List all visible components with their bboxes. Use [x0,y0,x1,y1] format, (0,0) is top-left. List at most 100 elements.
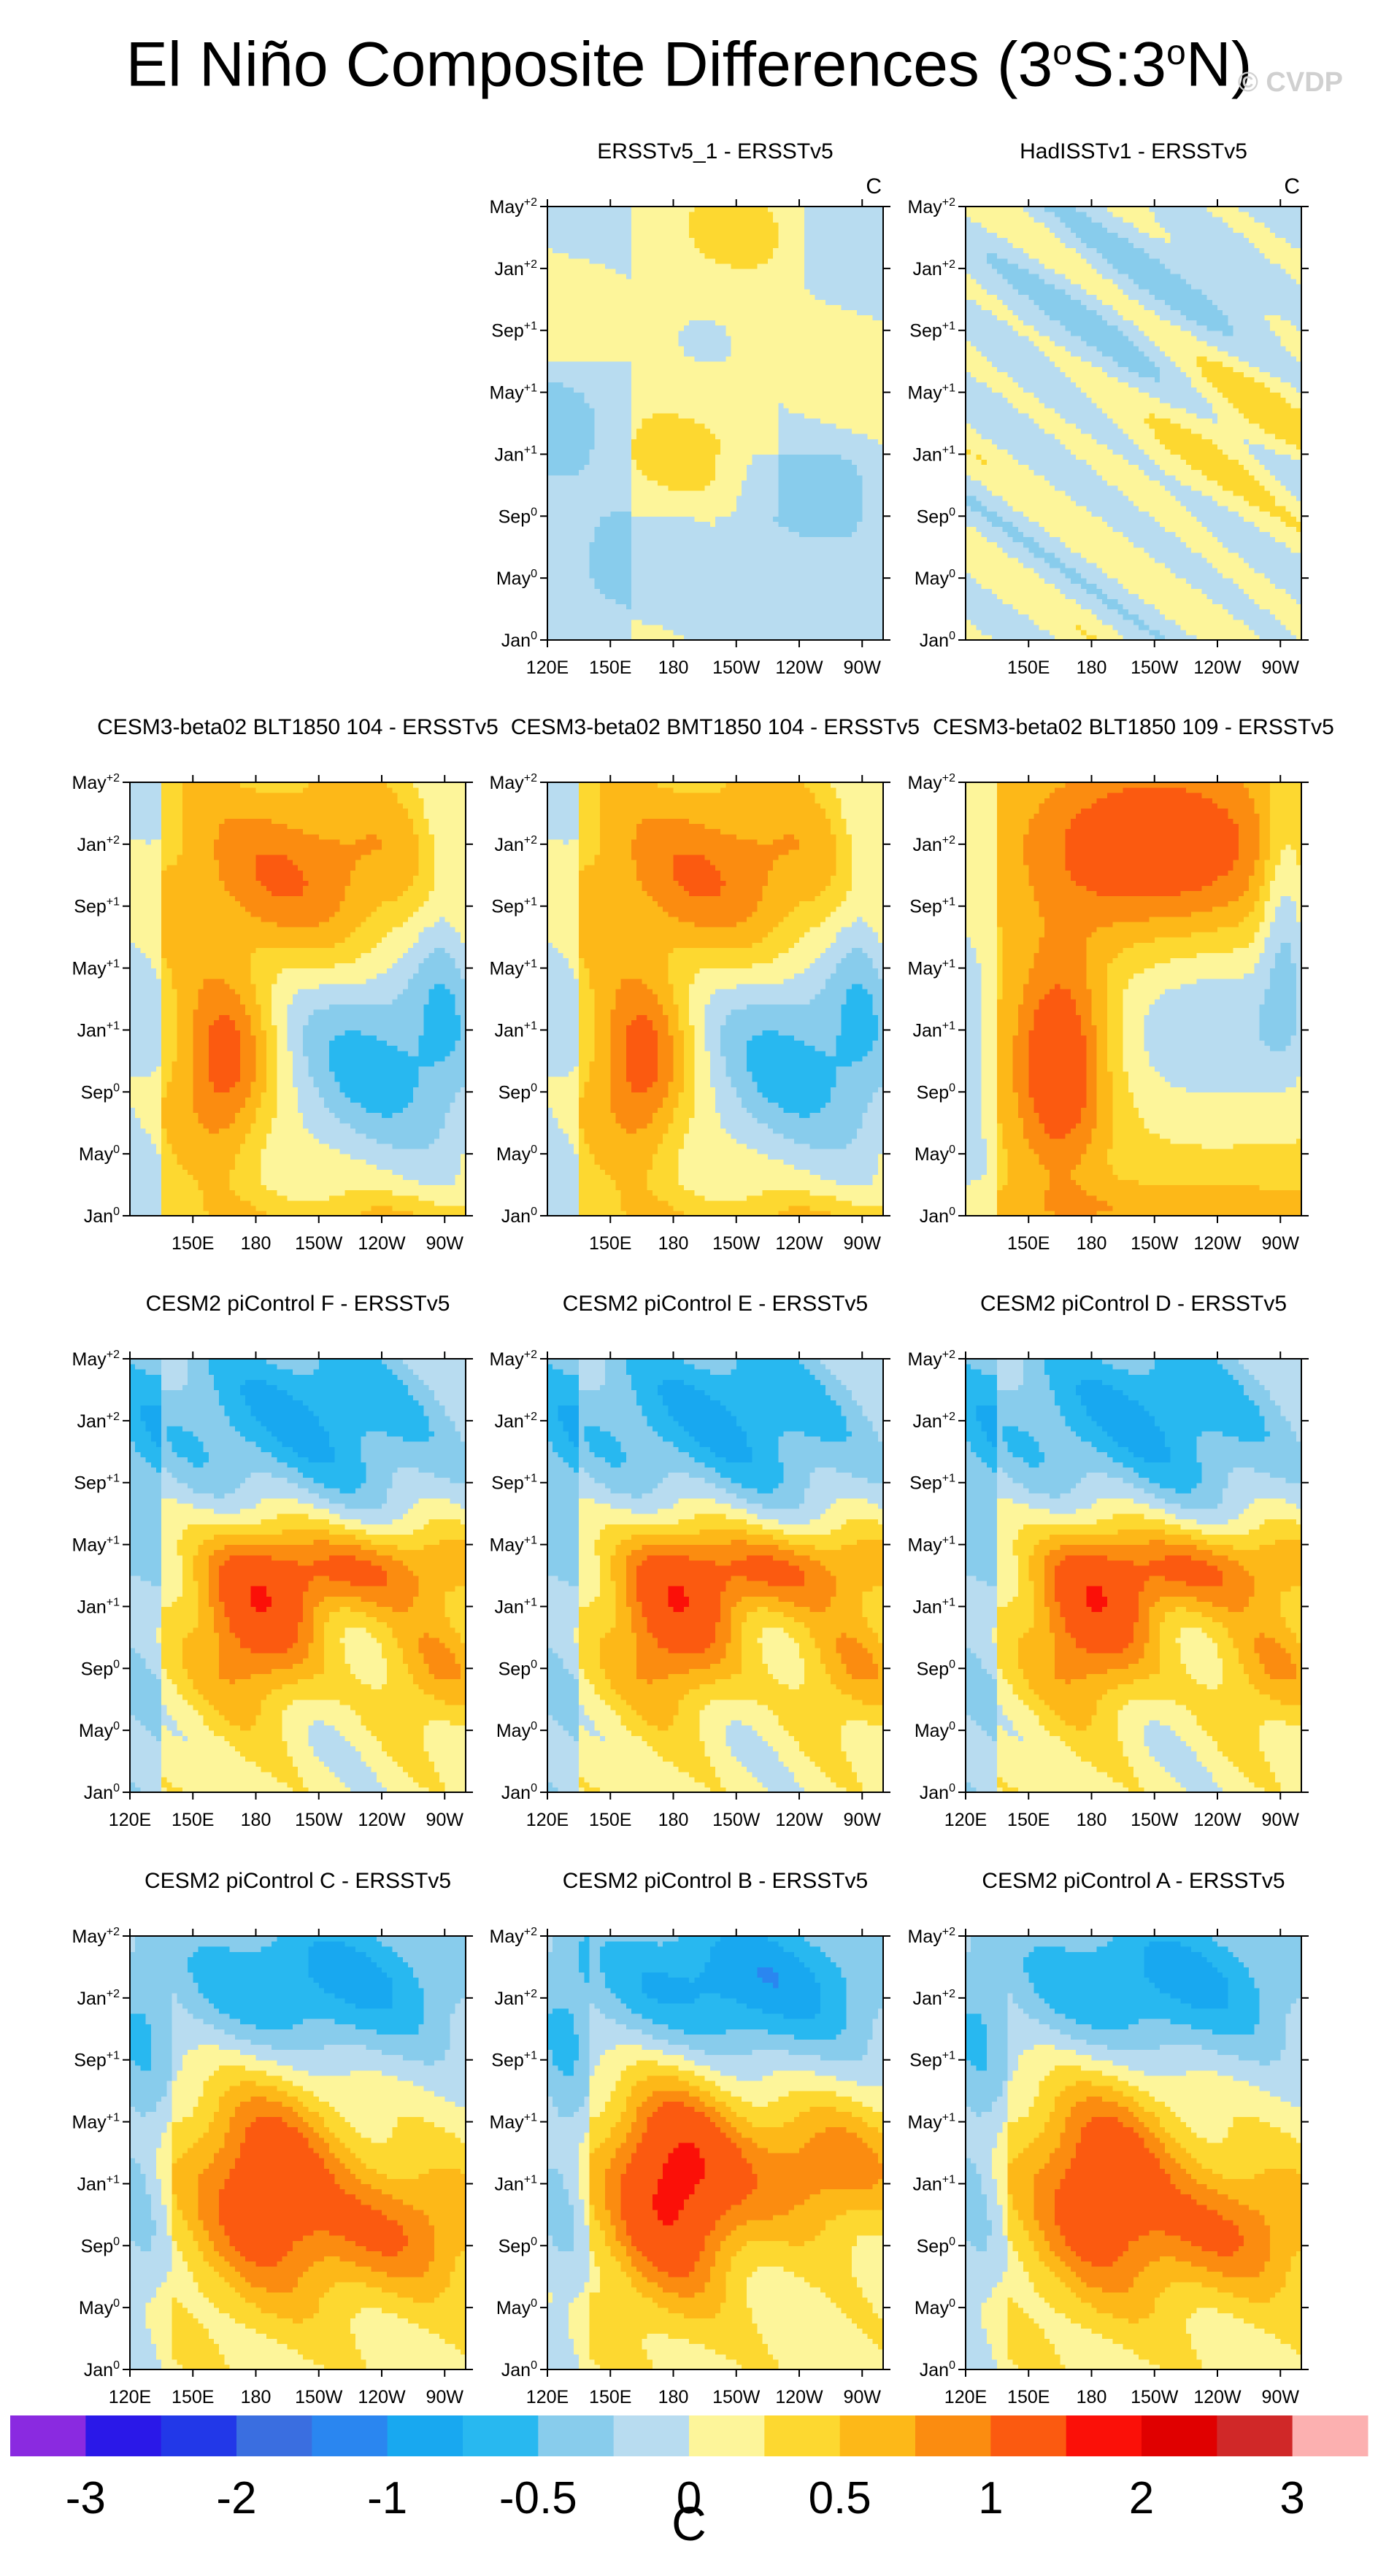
heatmap-cell [574,382,580,387]
heatmap-cell [553,351,558,357]
heatmap-cell [579,521,585,527]
heatmap-cell [574,356,580,362]
heatmap-cell [563,537,569,543]
heatmap-cell [569,583,574,589]
heatmap-cell [563,578,569,584]
heatmap-cell [574,516,580,522]
heatmap-cell [558,428,563,434]
heatmap-cell [574,588,580,594]
heatmap-cell [569,346,574,352]
heatmap-cell [569,398,574,404]
heatmap-cell [558,465,563,471]
heatmap-cell [558,532,563,538]
heatmap-cell [553,393,558,398]
heatmap-cell [553,418,558,424]
heatmap-cell [558,289,563,295]
heatmap-cell [553,583,558,589]
heatmap-cell [553,598,558,604]
heatmap-cell [558,248,563,254]
heatmap-cell [558,371,563,377]
heatmap-cell [553,232,558,238]
heatmap-cell [558,377,563,382]
heatmap-cell [558,274,563,279]
heatmap-cell [579,526,585,532]
heatmap-cell [547,604,553,610]
heatmap-cell [569,393,574,398]
heatmap-cell [569,418,574,424]
heatmap-cell [563,598,569,604]
heatmap-cell [558,294,563,300]
heatmap-cell [574,222,580,228]
heatmap-cell [547,516,553,522]
heatmap-cell [574,490,580,496]
heatmap-cell [547,207,553,212]
heatmap-cell [563,346,569,352]
heatmap-cell [558,212,563,217]
heatmap-cell [547,485,553,491]
heatmap-cell [553,263,558,269]
heatmap-cell [574,398,580,404]
heatmap-cell [563,207,569,212]
heatmap-cell [563,428,569,434]
heatmap-cell [547,428,553,434]
heatmap-cell [558,356,563,362]
heatmap-cell [553,511,558,517]
heatmap-cell [563,558,569,563]
heatmap-cell [579,532,585,538]
panel-units-label: C [866,174,882,198]
heatmap-cell [553,387,558,393]
heatmap-cell [579,418,585,424]
heatmap-cell [547,403,553,409]
heatmap-cell [563,609,569,615]
heatmap-cell [558,588,563,594]
heatmap-cell [579,449,585,455]
heatmap-cell [558,501,563,506]
heatmap-cell [547,552,553,558]
heatmap-cell [547,336,553,342]
heatmap-cell [563,284,569,290]
heatmap-cell [547,609,553,615]
heatmap-cell [547,253,553,259]
heatmap-cell [547,501,553,506]
heatmap-cell [574,454,580,460]
heatmap-cell [558,341,563,347]
heatmap-cell [547,598,553,604]
heatmap-cell [558,454,563,460]
heatmap-cell [579,604,585,610]
heatmap-cell [547,614,553,620]
heatmap-cell [563,490,569,496]
heatmap-cell [547,521,553,527]
heatmap-cell [569,289,574,295]
heatmap-cell [574,609,580,615]
heatmap-cell [579,495,585,501]
heatmap-cell [574,423,580,429]
heatmap-cell [558,351,563,357]
heatmap-cell [547,371,553,377]
heatmap-cell [574,408,580,414]
heatmap-cell [569,341,574,347]
heatmap-cell [574,485,580,491]
heatmap-cell [553,444,558,450]
heatmap-cell [553,460,558,466]
heatmap-cell [579,506,585,512]
heatmap-cell [569,625,574,630]
heatmap-cell [574,593,580,599]
heatmap-cell [558,480,563,486]
heatmap-cell [569,320,574,326]
heatmap-cell [569,542,574,548]
heatmap-cell [547,320,553,326]
heatmap-cell [574,439,580,444]
heatmap-cell [553,454,558,460]
heatmap-cell [558,299,563,305]
heatmap-cell [563,309,569,315]
heatmap-cell [569,620,574,625]
heatmap-cell [569,485,574,491]
heatmap-cell [558,403,563,409]
heatmap-cell [553,289,558,295]
heatmap-cell [574,274,580,279]
heatmap-cell [563,403,569,409]
heatmap-cell [553,408,558,414]
heatmap-cell [563,423,569,429]
heatmap-cell [574,620,580,625]
heatmap-cell [547,423,553,429]
